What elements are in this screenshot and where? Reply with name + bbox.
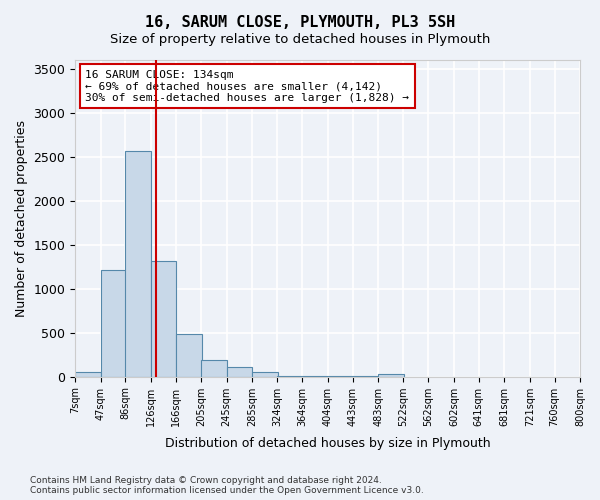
Bar [75, 372, 101, 376]
Bar [201, 360, 227, 376]
X-axis label: Distribution of detached houses by size in Plymouth: Distribution of detached houses by size … [165, 437, 490, 450]
Text: 16 SARUM CLOSE: 134sqm
← 69% of detached houses are smaller (4,142)
30% of semi-: 16 SARUM CLOSE: 134sqm ← 69% of detached… [85, 70, 409, 102]
Y-axis label: Number of detached properties: Number of detached properties [15, 120, 28, 317]
Bar [378, 374, 404, 376]
Text: Contains HM Land Registry data © Crown copyright and database right 2024.
Contai: Contains HM Land Registry data © Crown c… [30, 476, 424, 495]
Bar [125, 152, 151, 376]
Bar [252, 372, 278, 376]
Bar [176, 334, 202, 376]
Text: Size of property relative to detached houses in Plymouth: Size of property relative to detached ho… [110, 32, 490, 46]
Bar [151, 260, 176, 376]
Bar [227, 368, 252, 376]
Bar [101, 270, 126, 376]
Text: 16, SARUM CLOSE, PLYMOUTH, PL3 5SH: 16, SARUM CLOSE, PLYMOUTH, PL3 5SH [145, 15, 455, 30]
